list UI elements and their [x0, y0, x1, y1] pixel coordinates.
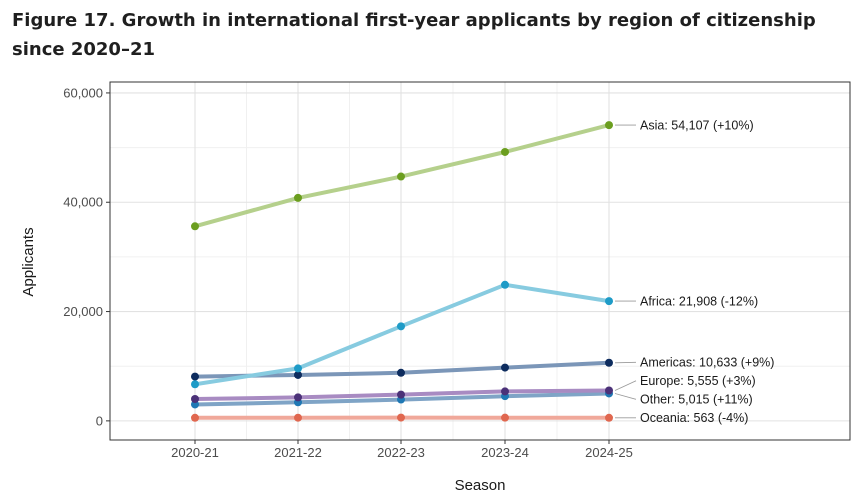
end-label-americas: Americas: 10,633 (+9%) — [640, 356, 774, 370]
end-label-other: Other: 5,015 (+11%) — [640, 393, 753, 407]
data-point-oceania — [397, 413, 405, 422]
data-point-oceania — [501, 413, 509, 422]
data-point-europe — [294, 393, 302, 402]
leader-line-americas — [614, 361, 637, 364]
data-point-americas — [397, 368, 405, 377]
y-axis-title: Applicants — [20, 227, 37, 296]
data-point-americas — [294, 370, 302, 379]
x-axis-title: Season — [455, 477, 506, 494]
data-point-europe — [605, 386, 613, 395]
end-label-europe: Europe: 5,555 (+3%) — [640, 374, 756, 388]
data-point-americas — [191, 372, 199, 381]
series-lines — [191, 121, 613, 422]
end-label-africa: Africa: 21,908 (-12%) — [640, 294, 758, 308]
data-point-americas — [501, 363, 509, 372]
data-point-asia — [501, 147, 509, 156]
leader-line-europe — [614, 380, 637, 391]
data-point-asia — [397, 172, 405, 181]
data-point-africa — [191, 380, 199, 389]
data-point-europe — [501, 387, 509, 396]
data-point-other — [191, 400, 199, 409]
data-point-europe — [191, 395, 199, 404]
data-point-asia — [294, 193, 302, 202]
figure-title: Figure 17. Growth in international first… — [12, 10, 816, 60]
end-label-asia: Asia: 54,107 (+10%) — [640, 118, 754, 132]
axes: 0 20,000 40,000 60,000 2020-21 2021-22 2022-23… — [63, 81, 851, 460]
x-tick-label: 2023-24 — [481, 445, 529, 460]
data-point-africa — [501, 280, 509, 289]
data-point-europe — [397, 390, 405, 399]
x-tick-label: 2024-25 — [585, 445, 633, 460]
y-tick-label: 40,000 — [63, 195, 103, 210]
data-point-asia — [605, 121, 613, 130]
x-tick-label: 2022-23 — [377, 445, 425, 460]
x-tick-label: 2020-21 — [171, 445, 219, 460]
end-labels: Asia: 54,107 (+10%) Africa: 21,908 (-12%)… — [614, 118, 774, 425]
data-point-africa — [605, 297, 613, 306]
data-point-oceania — [191, 413, 199, 422]
end-label-oceania: Oceania: 563 (-4%) — [640, 411, 748, 425]
data-point-americas — [605, 358, 613, 367]
data-point-asia — [191, 222, 199, 231]
leader-line-other — [614, 393, 637, 400]
x-tick-label: 2021-22 — [274, 445, 322, 460]
panel-border — [109, 81, 851, 441]
y-tick-label: 20,000 — [63, 304, 103, 319]
data-point-africa — [294, 364, 302, 373]
data-point-oceania — [605, 413, 613, 422]
data-point-africa — [397, 322, 405, 331]
data-point-oceania — [294, 413, 302, 422]
y-tick-label: 60,000 — [63, 85, 103, 100]
y-tick-label: 0 — [96, 413, 103, 428]
